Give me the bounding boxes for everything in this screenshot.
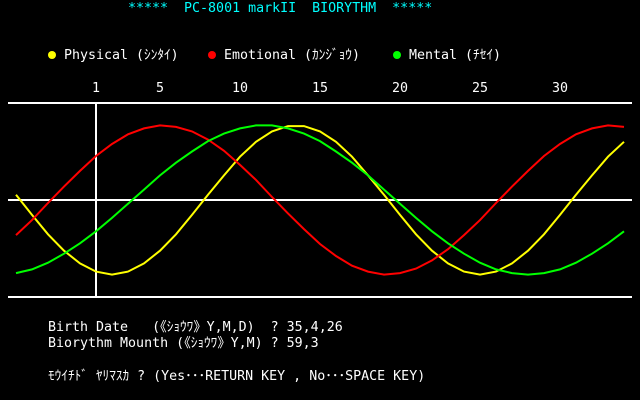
- x-tick-label: 20: [392, 81, 408, 96]
- x-tick-label: 10: [232, 81, 248, 96]
- legend-dot: [393, 51, 401, 59]
- legend-dot: [208, 51, 216, 59]
- x-tick-label: 25: [472, 81, 488, 96]
- legend-dot: [48, 51, 56, 59]
- banner-title: ***** PC-8001 markII BIORYTHM *****: [128, 1, 432, 16]
- prompt-line: Biorythm Mounth (《ｼｮｳﾜ》Y,M) ? 59,3: [48, 335, 319, 351]
- series-line: [15, 124, 625, 276]
- x-tick-label: 1: [92, 81, 100, 96]
- legend-label: Mental (ﾁｾｲ): [409, 48, 501, 63]
- series-line: [15, 124, 625, 276]
- legend-label: Emotional (ｶﾝｼﾞｮｳ): [224, 47, 360, 63]
- legend-label: Physical (ｼﾝﾀｲ): [64, 47, 179, 63]
- x-tick-label: 5: [156, 81, 164, 96]
- prompt-line: ﾓｳｲﾁﾄﾞ ﾔﾘﾏｽｶ ? (Yes･･･RETURN KEY , No･･･…: [48, 368, 425, 384]
- prompt-line: Birth Date (《ｼｮｳﾜ》Y,M,D) ? 35,4,26: [48, 319, 343, 335]
- x-tick-label: 30: [552, 81, 568, 96]
- x-tick-label: 15: [312, 81, 328, 96]
- series-line: [15, 125, 625, 276]
